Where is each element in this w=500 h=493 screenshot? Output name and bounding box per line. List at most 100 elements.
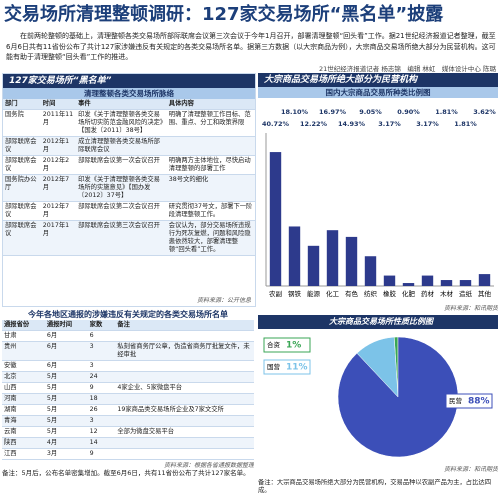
cell: 贵州	[2, 341, 45, 361]
cell: 6	[87, 330, 116, 342]
category-label: 造纸	[459, 289, 473, 298]
row: 国务院 2011年11月 印发《关于清理整顿各类交易场所切实防范金融风险的决定》【国…	[3, 109, 255, 137]
cell: 研究贯彻37号文，部署下一阶段清理整顿工作。	[166, 201, 255, 221]
cell: 部际联席会议	[3, 201, 41, 221]
cell: 国务院办公厅	[3, 174, 41, 202]
cell: 5月	[44, 382, 88, 394]
bar	[326, 230, 339, 286]
source: 资料来源：公开信息	[196, 297, 251, 304]
cell: 安徽	[2, 360, 45, 372]
note: 备注：大宗商品交易场所绝大部分为民营机构，交易品种以农副产品为主，占比达四成。	[258, 479, 491, 493]
chart-title: 大宗商品交易场所性质比例图	[258, 315, 498, 329]
label-box	[263, 359, 311, 375]
value-label: 1%	[286, 341, 301, 351]
value-label: 16.97%	[319, 108, 347, 116]
banner: 127家交易场所“黑名单”	[3, 74, 255, 88]
category-label: 农副	[269, 289, 282, 298]
source: 资料来源：根据各省通报数据整理	[163, 462, 254, 469]
bar	[345, 236, 358, 286]
bar	[269, 152, 282, 286]
bar	[383, 275, 396, 286]
cell: 5月	[44, 404, 88, 416]
value-label: 18.10%	[281, 108, 309, 116]
label-box	[445, 393, 493, 409]
cell: 26	[87, 404, 116, 416]
value-label: 3.17%	[378, 120, 401, 128]
cell: 3	[87, 341, 116, 361]
cell: 3月	[44, 448, 88, 460]
cell: 部际联席会议	[3, 220, 41, 256]
row: 部际联席会议 2012年2月 部际联席会议第一次会议召开 明确两方主体地位，尽快启动清…	[3, 155, 255, 175]
cell: 私刻省商务厅公章，伪造省商务厅批复文件，未经审批	[115, 341, 254, 361]
column-header: 时间	[40, 99, 77, 110]
cell: 部际联席会议	[3, 155, 41, 175]
cell	[115, 330, 254, 342]
row: 贵州 6月 3 私刻省商务厅公章，伪造省商务厅批复文件，未经审批	[2, 341, 254, 361]
category-label: 化工	[326, 289, 340, 298]
cell: 部际联席会议	[3, 136, 41, 156]
column-header: 具体内容	[166, 99, 255, 110]
byline: 21世纪经济报道记者 杨志锦 编辑 林虹 媒体设计中心 陈璐	[319, 65, 496, 73]
value-label: 88%	[468, 397, 490, 407]
cell: 2017年1月	[40, 220, 77, 256]
cell: 北京	[2, 371, 45, 383]
cell: 9	[87, 448, 116, 460]
row: 国务院办公厅 2012年7月 印发《关于清理整顿各类交易场所的实施意见》【国办发〔2…	[3, 174, 255, 202]
cell: 2012年2月	[40, 155, 77, 175]
source: 资料来源：和讯期货	[443, 305, 498, 312]
value-label: 14.93%	[338, 120, 366, 128]
value-label: 1.81%	[435, 108, 458, 116]
value-label: 11%	[286, 363, 308, 373]
category-label: 钢铁	[288, 289, 302, 298]
cell: 印发《关于清理整顿各类交易场所切实防范金融风险的决定》【国发〔2011〕38号】	[76, 109, 167, 137]
pie-chart: 合资 1% 国营 11% 民营 88%	[263, 336, 493, 458]
cell: 山西	[2, 382, 45, 394]
cell: 6月	[44, 341, 88, 361]
cell: 陕西	[2, 437, 45, 449]
cell: 2012年1月	[40, 136, 77, 156]
cell	[115, 437, 254, 449]
cell: 6月	[44, 360, 88, 372]
category-label: 其他	[478, 289, 492, 298]
section-title: 今年各地区通报的涉嫌违反有关规定的各类交易场所名单	[28, 310, 228, 319]
category-label: 纺织	[364, 289, 378, 298]
cell: 全部为微盘交易平台	[115, 426, 254, 438]
cell	[115, 448, 254, 460]
cell	[115, 415, 254, 427]
row: 部际联席会议 2017年1月 部际联席会议第三次会议召开 会议认为，部分交易场所违规行…	[3, 220, 255, 256]
bar	[478, 274, 491, 286]
cell: 部际联席会议第二次会议召开	[76, 201, 167, 221]
cell: 18	[87, 393, 116, 405]
category-label: 合资	[267, 340, 281, 349]
row: 河南 5月 18	[2, 393, 254, 405]
cell: 24	[87, 371, 116, 383]
row: 甘肃 6月 6	[2, 330, 254, 342]
column-header: 家数	[87, 320, 116, 331]
bar	[459, 280, 472, 286]
cell: 6月	[44, 330, 88, 342]
bar	[307, 245, 320, 286]
column-header: 部门	[3, 99, 41, 110]
column-header: 通报时间	[44, 320, 88, 331]
value-label: 3.17%	[416, 120, 439, 128]
value-label: 0.90%	[397, 108, 420, 116]
chart-title: 国内大宗商品交易所种类比例图	[258, 87, 498, 98]
row: 江西 3月 9	[2, 448, 254, 460]
cell: 甘肃	[2, 330, 45, 342]
column-header: 事件	[76, 99, 167, 110]
category-label: 有色	[345, 289, 359, 298]
bar	[288, 226, 301, 286]
value-label: 9.05%	[359, 108, 382, 116]
cell: 青海	[2, 415, 45, 427]
cell: 4家企业、5家微盘平台	[115, 382, 254, 394]
bar-chart: 40.72% 农副 18.10% 钢铁 12.22% 能源 16.97% 化工 14.93% 有色…	[262, 108, 496, 298]
source: 资料来源：和讯期货	[443, 466, 498, 473]
cell: 部际联席会议第三次会议召开	[76, 220, 167, 256]
pie-slice	[337, 336, 459, 458]
list-panel: 今年各地区通报的涉嫌违反有关规定的各类交易场所名单 通报省份 通报时间 家数 备注 甘肃…	[2, 309, 254, 491]
cell: 河南	[2, 393, 45, 405]
cell: 印发《关于清理整顿各类交易场所的实施意见》【国办发〔2012〕37号】	[76, 174, 167, 202]
cell: 云南	[2, 426, 45, 438]
cell: 部际联席会议第一次会议召开	[76, 155, 167, 175]
